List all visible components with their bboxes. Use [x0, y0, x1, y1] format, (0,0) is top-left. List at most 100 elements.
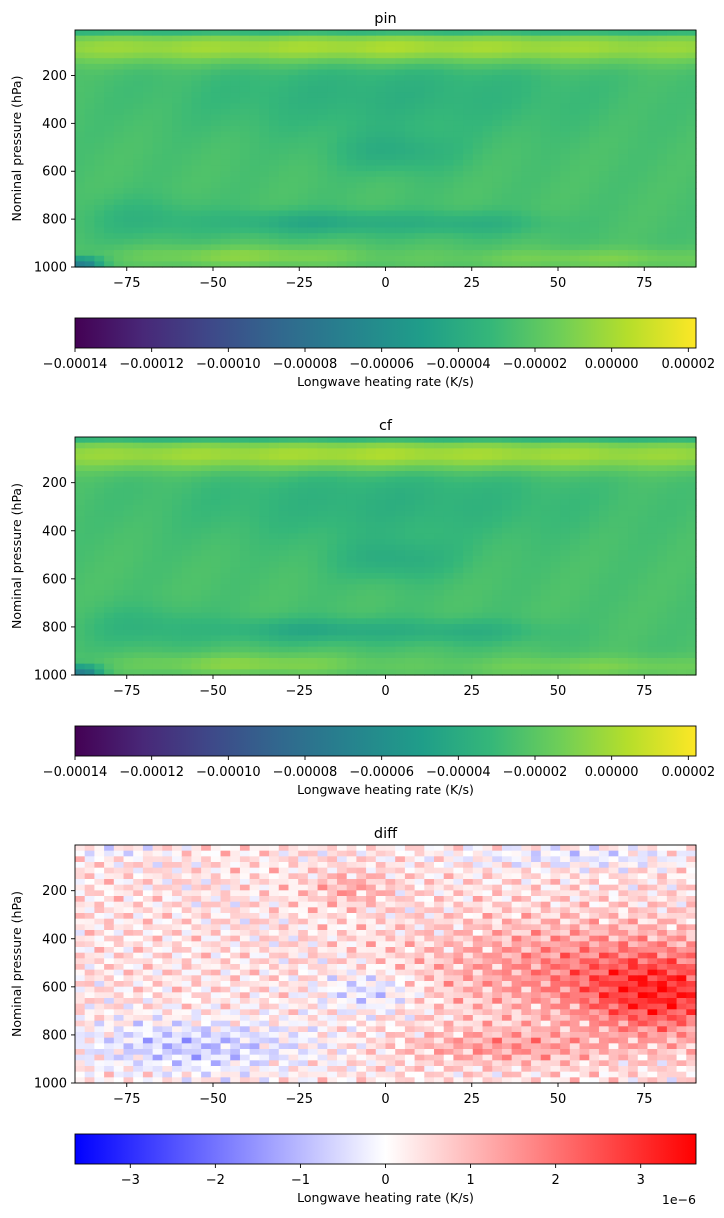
heatmap-cell: [113, 493, 125, 500]
colorbar-tick-label: −0.00010: [196, 357, 261, 372]
heatmap-cell: [142, 46, 154, 54]
heatmap-cell: [424, 233, 435, 240]
heatmap-cell: [104, 69, 115, 76]
heatmap-cell: [162, 171, 173, 178]
heatmap-cell: [210, 137, 222, 144]
heatmap-cell: [104, 188, 115, 195]
heatmap-cell: [317, 573, 328, 580]
heatmap-cell: [531, 41, 542, 48]
heatmap-cell: [239, 30, 251, 37]
heatmap-cell: [492, 176, 503, 183]
heatmap-cell: [230, 41, 241, 48]
heatmap-cell: [336, 607, 348, 614]
heatmap-cell: [317, 165, 328, 172]
heatmap-cell: [84, 459, 95, 466]
heatmap-cell: [579, 159, 590, 167]
heatmap-cell: [317, 612, 328, 619]
heatmap-cell: [550, 41, 561, 48]
heatmap-cell: [598, 165, 610, 172]
heatmap-cell: [269, 527, 280, 534]
heatmap-cell: [210, 109, 222, 116]
heatmap-cell: [162, 482, 173, 489]
heatmap-cell: [307, 86, 319, 93]
heatmap-cell: [210, 52, 222, 59]
heatmap-cell: [472, 499, 484, 506]
heatmap-cell: [230, 584, 241, 591]
heatmap-cell: [288, 250, 299, 257]
heatmap-cell: [104, 250, 115, 257]
heatmap-cell: [172, 550, 183, 557]
heatmap-cell: [424, 97, 435, 104]
heatmap-cell: [104, 159, 115, 167]
heatmap-cell: [356, 125, 367, 133]
heatmap-cell: [75, 578, 86, 585]
heatmap-cell: [249, 539, 260, 546]
heatmap-cell: [249, 97, 260, 104]
heatmap-cell: [463, 193, 474, 200]
heatmap-cell: [278, 669, 290, 676]
heatmap-cell: [531, 97, 542, 104]
heatmap-cell: [142, 35, 154, 42]
heatmap-cell: [686, 227, 697, 234]
heatmap-cell: [434, 69, 445, 76]
heatmap-cell: [618, 159, 629, 167]
heatmap-cell: [94, 624, 105, 631]
heatmap-cell: [492, 103, 503, 110]
heatmap-cell: [133, 641, 144, 648]
heatmap-cell: [511, 522, 522, 529]
heatmap-cell: [395, 250, 406, 257]
heatmap-cell: [210, 624, 222, 631]
heatmap-cell: [608, 210, 619, 217]
heatmap-cell: [472, 244, 484, 251]
heatmap-cell: [172, 182, 183, 189]
heatmap-cell: [589, 556, 600, 563]
heatmap-cell: [521, 193, 532, 200]
heatmap-cell: [201, 238, 212, 246]
heatmap-cell: [453, 556, 464, 563]
heatmap-cell: [531, 120, 542, 127]
heatmap-cell: [336, 204, 348, 212]
heatmap-cell: [133, 522, 144, 529]
heatmap-cell: [75, 652, 86, 659]
heatmap-cell: [288, 125, 299, 133]
heatmap-cell: [395, 137, 406, 144]
heatmap-cell: [249, 612, 260, 619]
heatmap-cell: [569, 590, 581, 597]
heatmap-cell: [84, 476, 95, 483]
heatmap-cell: [511, 499, 522, 506]
heatmap-cell: [220, 612, 231, 619]
heatmap-cell: [172, 556, 183, 563]
heatmap-cell: [618, 255, 629, 262]
heatmap-cell: [201, 46, 212, 54]
heatmap-cell: [618, 244, 629, 251]
heatmap-cell: [249, 148, 260, 155]
heatmap-cell: [647, 193, 658, 200]
heatmap-cell: [84, 646, 95, 653]
heatmap-cell: [327, 255, 338, 262]
heatmap-cell: [133, 646, 144, 653]
heatmap-cell: [657, 137, 668, 144]
heatmap-cell: [220, 30, 231, 37]
heatmap-cell: [181, 454, 193, 461]
heatmap-cell: [608, 261, 619, 268]
heatmap-cell: [210, 454, 222, 461]
heatmap-cell: [463, 182, 474, 189]
heatmap-cell: [269, 533, 280, 540]
heatmap-cell: [123, 204, 134, 212]
heatmap-cell: [521, 578, 532, 585]
heatmap-cell: [104, 58, 115, 65]
heatmap-cell: [589, 159, 600, 167]
heatmap-cell: [239, 63, 251, 71]
heatmap-cell: [346, 142, 357, 150]
heatmap-cell: [230, 646, 241, 653]
heatmap-cell: [336, 437, 348, 444]
heatmap-cell: [463, 120, 474, 127]
heatmap-cell: [521, 488, 532, 495]
heatmap-cell: [75, 227, 86, 234]
heatmap-cell: [142, 216, 154, 223]
heatmap-cell: [307, 97, 319, 104]
heatmap-cell: [424, 607, 435, 614]
heatmap-cell: [220, 58, 231, 65]
heatmap-cell: [123, 561, 134, 568]
heatmap-cell: [307, 75, 319, 82]
